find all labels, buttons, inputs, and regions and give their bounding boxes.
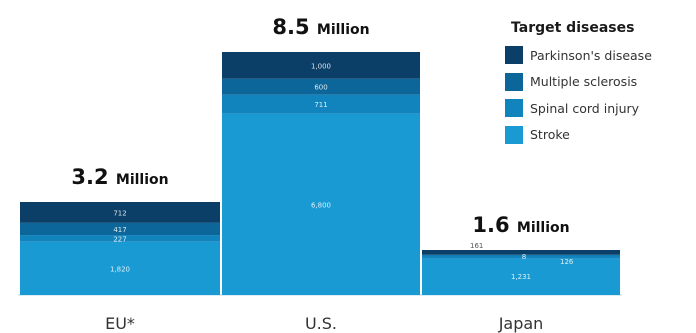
segment-label-japan-3: 161 bbox=[470, 242, 483, 250]
legend-label-stroke: Stroke bbox=[530, 127, 570, 143]
total-number-japan: 1.6 bbox=[472, 213, 517, 237]
legend-label-parkinsons: Parkinson's disease bbox=[530, 47, 652, 63]
segment-label-us-1: 711 bbox=[314, 101, 327, 109]
legend-item-parkinsons: Parkinson's disease bbox=[505, 42, 695, 69]
bar-segment-us-multiple-sclerosis bbox=[222, 78, 420, 95]
legend-item-spinal-cord-injury: Spinal cord injury bbox=[505, 95, 695, 122]
bar-segment-japan-parkinson-s-disease bbox=[422, 250, 620, 255]
category-label-japan: Japan bbox=[498, 314, 544, 333]
legend-swatch-parkinsons bbox=[505, 46, 523, 65]
legend-item-stroke: Stroke bbox=[505, 122, 695, 149]
segment-label-eu-1: 227 bbox=[113, 235, 126, 243]
segment-label-eu-0: 1,820 bbox=[110, 265, 130, 273]
total-number-eu: 3.2 bbox=[71, 165, 116, 189]
segment-label-us-0: 6,800 bbox=[311, 201, 331, 209]
legend-swatch-stroke bbox=[505, 125, 523, 144]
segment-label-eu-2: 417 bbox=[113, 226, 126, 234]
total-label-japan: 1.6 Million bbox=[472, 213, 569, 237]
total-label-eu: 3.2 Million bbox=[71, 165, 168, 189]
segment-label-us-2: 600 bbox=[314, 84, 327, 92]
bar-segment-us-spinal-cord-injury bbox=[222, 94, 420, 114]
total-unit-eu: Million bbox=[116, 172, 169, 188]
legend-label-multiple-sclerosis: Multiple sclerosis bbox=[530, 74, 638, 90]
total-unit-japan: Million bbox=[517, 220, 570, 236]
legend: Target diseases Parkinson's disease Mult… bbox=[505, 20, 695, 148]
segment-label-us-3: 1,000 bbox=[311, 62, 331, 70]
segment-label-japan-0: 1,231 bbox=[511, 273, 531, 281]
legend-swatch-spinal-cord-injury bbox=[505, 99, 523, 118]
bar-segment-eu-multiple-sclerosis bbox=[20, 222, 220, 236]
bar-segment-japan-spinal-cord-injury bbox=[422, 254, 620, 259]
bar-segment-japan-stroke bbox=[422, 258, 620, 295]
bar-segment-us-stroke bbox=[222, 113, 420, 295]
segment-label-japan-1: 126 bbox=[560, 258, 574, 266]
legend-swatch-multiple-sclerosis bbox=[505, 72, 523, 91]
bar-segment-eu-parkinson-s-disease bbox=[20, 202, 220, 223]
category-label-eu: EU* bbox=[105, 314, 135, 333]
legend-label-spinal-cord-injury: Spinal cord injury bbox=[530, 100, 640, 116]
total-unit-us: Million bbox=[317, 22, 370, 38]
legend-title: Target diseases bbox=[511, 20, 635, 36]
segment-label-japan-2: 8 bbox=[522, 253, 526, 261]
total-label-us: 8.5 Million bbox=[272, 15, 369, 39]
total-number-us: 8.5 bbox=[272, 15, 317, 39]
bar-segment-eu-spinal-cord-injury bbox=[20, 235, 220, 242]
bar-segment-eu-stroke bbox=[20, 241, 220, 295]
category-label-us: U.S. bbox=[305, 314, 337, 333]
bar-segment-japan-multiple-sclerosis bbox=[422, 254, 620, 256]
bar-segment-us-parkinson-s-disease bbox=[222, 52, 420, 79]
legend-item-multiple-sclerosis: Multiple sclerosis bbox=[505, 69, 695, 96]
segment-label-eu-3: 712 bbox=[113, 209, 126, 217]
